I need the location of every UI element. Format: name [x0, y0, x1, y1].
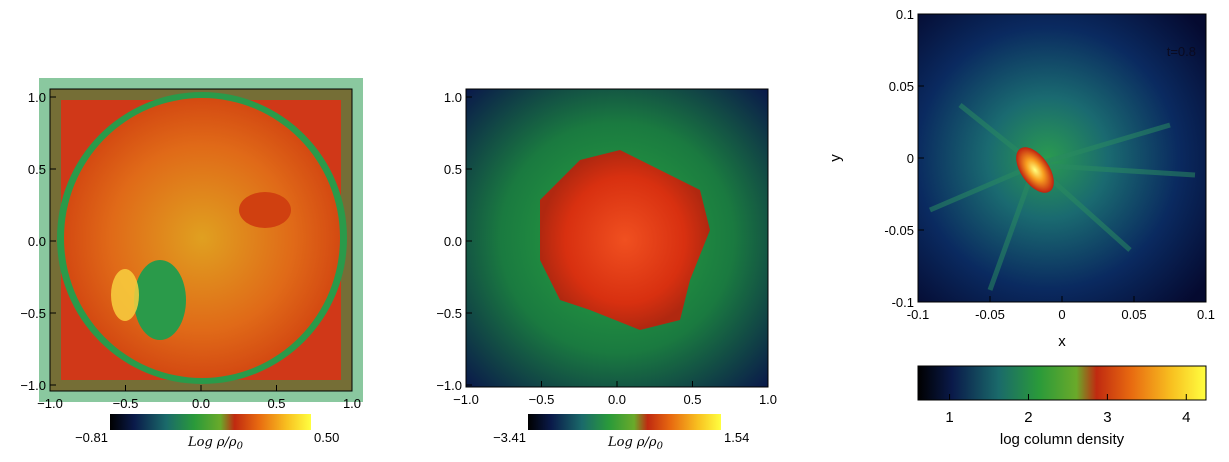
x-tick-label: 0.05	[1121, 307, 1146, 322]
y-tick-label: −0.5	[436, 306, 462, 321]
y-tick-label: 0.5	[444, 162, 462, 177]
panel-3-dense-clump	[1016, 147, 1054, 193]
panel-3-x-axis-label: x	[1058, 333, 1066, 350]
panel-1-colorbar	[110, 414, 311, 430]
y-tick-label: 0.05	[889, 79, 914, 94]
panel-2: −1.0 −0.5 0.0 0.5 1.0 1.0 0.5 0.0 −0.5 −1.0 −3.4…	[436, 88, 777, 452]
y-tick-label: 0.0	[28, 234, 46, 249]
x-tick-label: −0.5	[529, 392, 555, 407]
x-tick-label: -0.1	[907, 307, 929, 322]
panel-3: t=0.8 -0.1 -0.05 0 0.05 0.1 0.10.050-0.05-0.…	[827, 7, 1215, 448]
panel-3-y-axis-label: y	[827, 154, 844, 162]
colorbar-tick-label: 3	[1103, 409, 1111, 426]
panel-1-density-blob	[64, 98, 340, 378]
y-tick-label: −1.0	[20, 378, 46, 393]
y-tick-label: 0.0	[444, 234, 462, 249]
panel-2-colorbar-max: 1.54	[724, 430, 749, 445]
y-tick-label: −1.0	[436, 378, 462, 393]
x-tick-label: 0.1	[1197, 307, 1215, 322]
panel-3-colorbar-label: log column density	[1000, 431, 1125, 448]
panel-2-colorbar	[528, 414, 721, 430]
panel-1-y-ticks: 1.0 0.5 0.0 −0.5 −1.0	[20, 90, 56, 393]
panel-3-colorbar	[917, 365, 1207, 401]
x-tick-label: −0.5	[113, 396, 139, 411]
panel-2-y-ticks: 1.0 0.5 0.0 −0.5 −1.0	[436, 90, 472, 393]
x-tick-label: 1.0	[759, 392, 777, 407]
y-tick-label: 0	[907, 151, 914, 166]
panel-1-colorbar-max: 0.50	[314, 430, 339, 445]
colorbar-tick-label: 2	[1024, 409, 1032, 426]
x-tick-label: 0.5	[683, 392, 701, 407]
x-tick-label: 0	[1058, 307, 1065, 322]
y-tick-label: 0.1	[896, 7, 914, 22]
y-tick-label: −0.5	[20, 306, 46, 321]
panel-1-high-density-peak	[111, 269, 139, 321]
panel-1: −1.0 −0.5 0.0 0.5 1.0 1.0 0.5 0.0 −0.5 −1.0 −0.8…	[20, 78, 363, 452]
panel-2-colorbar-min: −3.41	[493, 430, 526, 445]
panel-2-dense-core	[540, 150, 710, 330]
x-tick-label: 0.5	[267, 396, 285, 411]
panel-2-colorbar-label: Log ρ/ρ0	[607, 435, 664, 452]
panel-1-colorbar-label: Log ρ/ρ0	[187, 435, 244, 452]
x-tick-label: -0.05	[975, 307, 1005, 322]
y-tick-label: -0.05	[884, 223, 914, 238]
y-tick-label: 1.0	[28, 90, 46, 105]
colorbar-tick-label: 1	[945, 409, 953, 426]
panel-1-colorbar-min: −0.81	[75, 430, 108, 445]
colorbar-tick-label: 4	[1182, 409, 1190, 426]
y-tick-label: 0.5	[28, 162, 46, 177]
panel-3-time-label: t=0.8	[1167, 44, 1196, 59]
x-tick-label: 0.0	[608, 392, 626, 407]
panel-3-colorbar-ticks: 1 2 3 4	[945, 394, 1190, 426]
x-tick-label: −1.0	[37, 396, 63, 411]
panel-1-x-ticks: −1.0 −0.5 0.0 0.5 1.0	[37, 385, 361, 411]
panel-2-x-ticks: −1.0 −0.5 0.0 0.5 1.0	[453, 381, 777, 407]
x-tick-label: 1.0	[343, 396, 361, 411]
panel-3-filaments	[929, 103, 1196, 291]
y-tick-label: 1.0	[444, 90, 462, 105]
panel-1-density-feature	[239, 192, 291, 228]
x-tick-label: −1.0	[453, 392, 479, 407]
panel-3-x-ticks: -0.1 -0.05 0 0.05 0.1	[907, 296, 1215, 322]
panel-3-y-ticks: 0.1 0.05 0 -0.05 -0.1	[884, 7, 924, 310]
y-tick-label: -0.1	[892, 295, 914, 310]
x-tick-label: 0.0	[192, 396, 210, 411]
panel-1-low-density-pocket	[134, 260, 186, 340]
